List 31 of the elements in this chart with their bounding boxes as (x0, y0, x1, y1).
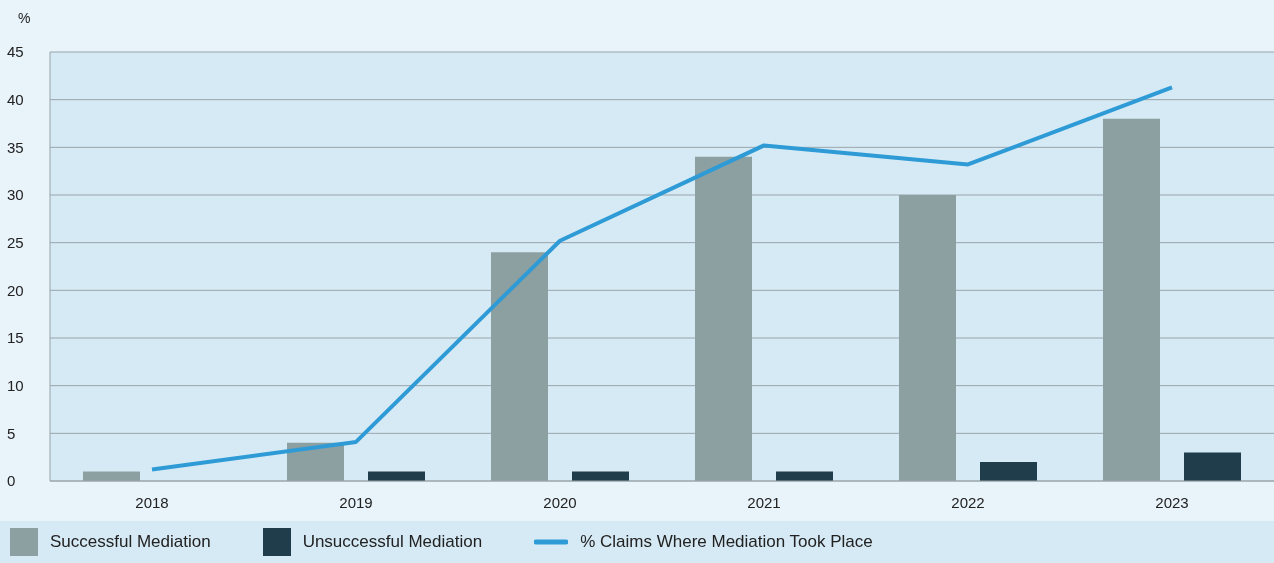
bar (776, 471, 833, 481)
y-tick-label: 35 (7, 138, 24, 156)
bar (695, 156, 752, 481)
y-tick-label: 40 (7, 90, 24, 108)
x-tick-label: 2020 (543, 493, 577, 511)
bar (491, 252, 548, 481)
x-tick-label: 2019 (339, 493, 373, 511)
y-tick-label: 10 (7, 376, 24, 394)
bar (572, 471, 629, 481)
y-tick-label: 25 (7, 233, 24, 251)
y-axis-title: % (18, 10, 31, 26)
legend-label: % Claims Where Mediation Took Place (580, 532, 873, 552)
y-tick-label: 20 (7, 281, 24, 299)
bar (1103, 118, 1160, 481)
x-tick-label: 2023 (1155, 493, 1189, 511)
y-tick-label: 15 (7, 329, 24, 347)
bar (899, 195, 956, 481)
y-tick-label: 45 (7, 43, 24, 61)
bar (1184, 452, 1241, 481)
bar (980, 461, 1037, 481)
bar (83, 471, 140, 481)
x-tick-label: 2021 (747, 493, 781, 511)
y-tick-label: 0 (7, 472, 16, 490)
legend-label: Unsuccessful Mediation (302, 532, 483, 552)
line-series (150, 85, 1174, 472)
y-tick-label: 5 (7, 424, 16, 442)
y-tick-label: 30 (7, 186, 24, 204)
x-tick-label: 2018 (135, 493, 169, 511)
bar (368, 471, 425, 481)
legend-label: Successful Mediation (50, 532, 211, 552)
x-tick-label: 2022 (951, 493, 985, 511)
